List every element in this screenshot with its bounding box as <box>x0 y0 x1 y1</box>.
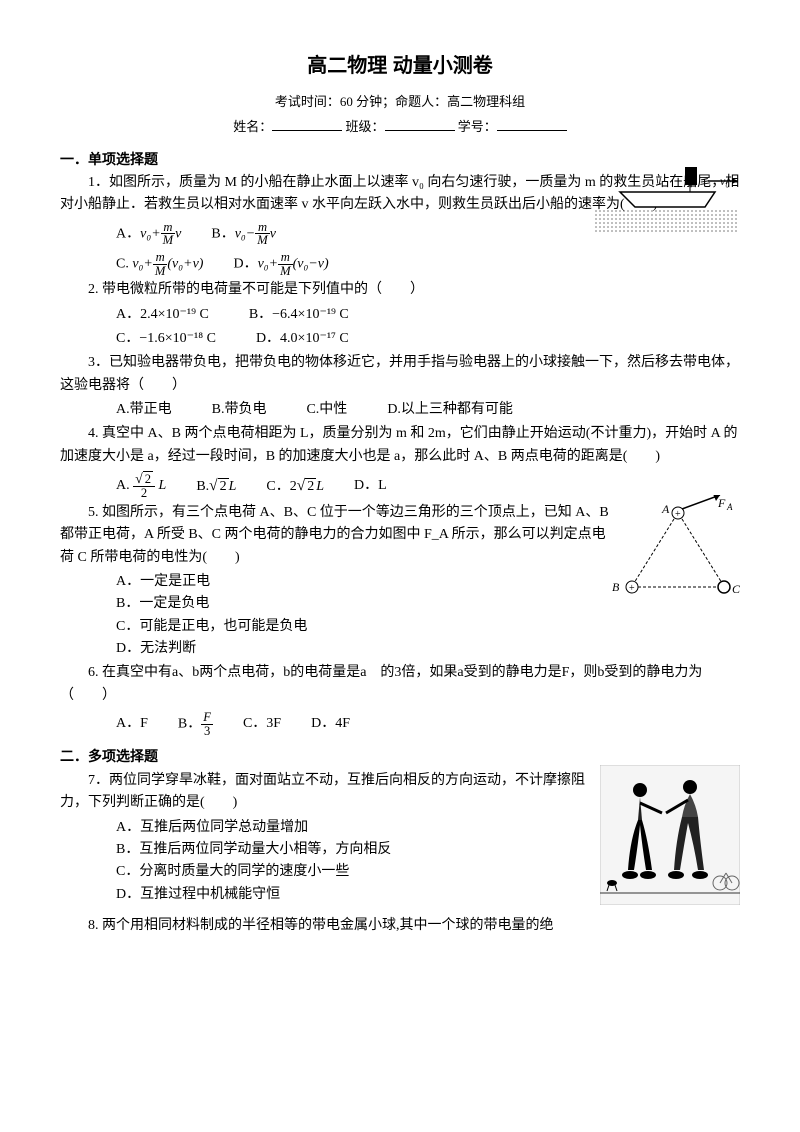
q5-opt-c: C．可能是正电，也可能是负电 <box>116 616 740 638</box>
q4-text: 4. 真空中 A、B 两个点电荷相距为 L，质量分别为 m 和 2m，它们由静止… <box>60 423 740 468</box>
id-blank <box>497 118 567 131</box>
q1-opt-c: C. v₀+mM(v₀+v) <box>116 251 203 277</box>
q2-opt-b: B．−6.4×10⁻¹⁹ C <box>249 304 349 326</box>
q4-opt-a: A. √22 L <box>116 472 166 499</box>
class-blank <box>385 118 455 131</box>
q2-opt-c: C．−1.6×10⁻¹⁸ C <box>116 328 216 350</box>
q2-opt-a: A．2.4×10⁻¹⁹ C <box>116 304 209 326</box>
q6-opt-c: C．3F <box>243 713 281 735</box>
svg-text:C: C <box>732 582 740 596</box>
q8-text: 8. 两个用相同材料制成的半径相等的带电金属小球,其中一个球的带电量的绝 <box>60 915 740 937</box>
q2-options: A．2.4×10⁻¹⁹ C B．−6.4×10⁻¹⁹ C <box>60 304 740 326</box>
q3-options: A.带正电 B.带负电 C.中性 D.以上三种都有可能 <box>60 399 740 421</box>
q7-text: 7．两位同学穿旱冰鞋，面对面站立不动，互推后向相反的方向运动，不计摩擦阻力，下列… <box>60 770 740 815</box>
q1-opt-b: B．v₀−mMv <box>211 221 276 247</box>
id-label: 学号： <box>458 119 497 134</box>
name-label: 姓名： <box>233 119 272 134</box>
svg-text:B: B <box>612 580 620 594</box>
class-label: 班级： <box>345 119 384 134</box>
q4-opt-c: C．2√2L <box>266 474 324 499</box>
q1-row-2: C. v₀+mM(v₀+v) D．v₀+mM(v₀−v) <box>60 251 740 277</box>
q4-opt-b: B.√2L <box>196 474 236 499</box>
q6-text: 6. 在真空中有a、b两个点电荷，b的电荷量是a 的3倍，如果a受到的静电力是F… <box>60 662 740 707</box>
fill-line: 姓名： 班级： 学号： <box>60 117 740 138</box>
q1-opt-a: A．v₀+mMv <box>116 221 181 247</box>
q3-opt-b: B.带负电 <box>212 399 267 421</box>
q2-opt-d: D．4.0×10⁻¹⁷ C <box>256 328 349 350</box>
exam-meta: 考试时间：60 分钟；命题人：高二物理科组 <box>60 92 740 113</box>
exam-title: 高二物理 动量小测卷 <box>60 50 740 82</box>
q2-text: 2. 带电微粒所带的电荷量不可能是下列值中的（ ） <box>60 279 740 301</box>
svg-text:+: + <box>629 583 635 594</box>
q6-opt-b: B．F3 <box>178 711 213 737</box>
q3-opt-c: C.中性 <box>306 399 347 421</box>
q2-options-2: C．−1.6×10⁻¹⁸ C D．4.0×10⁻¹⁷ C <box>60 328 740 350</box>
q1-opt-d: D．v₀+mM(v₀−v) <box>233 251 328 277</box>
q3-opt-a: A.带正电 <box>116 399 172 421</box>
q5-opt-d: D．无法判断 <box>116 638 740 660</box>
q6-opt-a: A．F <box>116 713 148 735</box>
q4-opt-d: D．L <box>354 475 387 497</box>
name-blank <box>272 118 342 131</box>
q3-opt-d: D.以上三种都有可能 <box>387 399 513 421</box>
q1-figure: v₀ <box>580 167 740 245</box>
q6-options: A．F B．F3 C．3F D．4F <box>60 711 740 737</box>
q3-text: 3．已知验电器带负电，把带负电的物体移近它，并用手指与验电器上的小球接触一下，然… <box>60 352 740 397</box>
q5-text: 5. 如图所示，有三个点电荷 A、B、C 位于一个等边三角形的三个顶点上，已知 … <box>60 502 740 569</box>
q6-opt-d: D．4F <box>311 713 350 735</box>
